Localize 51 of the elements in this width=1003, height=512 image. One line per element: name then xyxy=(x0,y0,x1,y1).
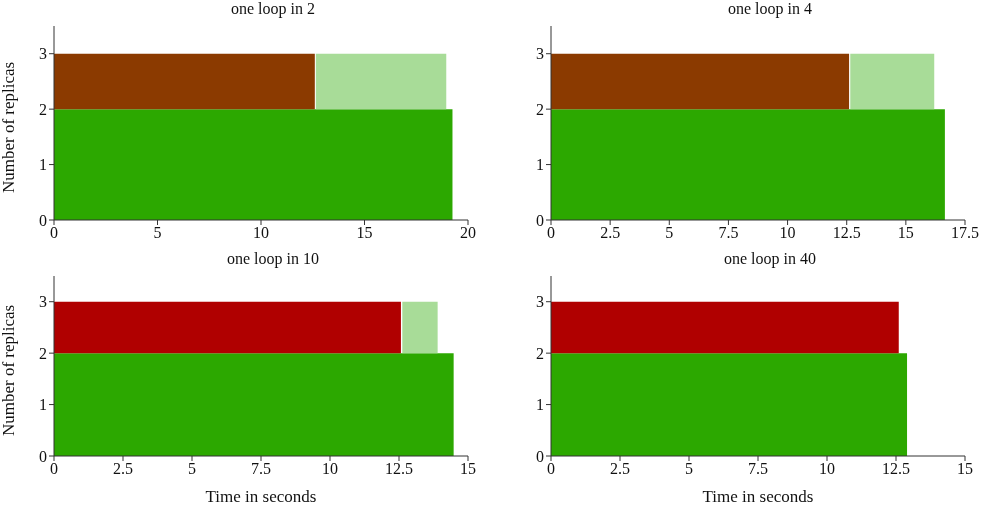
y-tick-label: 3 xyxy=(39,293,47,311)
x-tick-label: 7.5 xyxy=(748,460,768,478)
x-tick-label: 15 xyxy=(957,460,973,478)
x-axis-title: Time in seconds xyxy=(205,487,317,506)
x-tick-label: 10 xyxy=(253,224,269,242)
x-tick-label: 12.5 xyxy=(832,224,861,242)
y-axis-title: Number of replicas xyxy=(0,304,19,436)
y-tick-label: 0 xyxy=(39,211,47,229)
x-tick-label: 2.5 xyxy=(113,460,133,478)
y-tick-label: 1 xyxy=(39,156,47,174)
y-tick-label: 3 xyxy=(536,293,544,311)
y-axis-title: Number of replicas xyxy=(0,61,19,193)
x-tick-label: 5 xyxy=(188,460,196,478)
x-tick-label: 0 xyxy=(547,460,555,478)
x-tick-label: 0 xyxy=(50,460,58,478)
x-tick-label: 10 xyxy=(779,224,796,242)
y-tick-label: 0 xyxy=(536,211,544,229)
y-tick-label: 0 xyxy=(536,447,544,465)
y-tick-label: 1 xyxy=(536,396,544,414)
x-axis-title: Time in seconds xyxy=(702,487,814,506)
x-tick-label: 2.5 xyxy=(600,224,621,242)
x-tick-label: 0 xyxy=(50,224,58,242)
x-tick-label: 7.5 xyxy=(251,460,271,478)
x-tick-label: 20 xyxy=(460,224,476,242)
x-tick-label: 5 xyxy=(153,224,162,242)
chart-title: one loop in 4 xyxy=(727,0,813,20)
x-tick-label: 10 xyxy=(322,460,338,478)
x-tick-label: 15 xyxy=(460,460,476,478)
x-tick-label: 12.5 xyxy=(882,460,910,478)
chart-title: one loop in 40 xyxy=(723,250,817,270)
x-tick-label: 15 xyxy=(356,224,373,242)
y-tick-label: 2 xyxy=(536,344,544,362)
x-tick-label: 5 xyxy=(665,224,674,242)
y-tick-label: 3 xyxy=(39,45,47,63)
x-tick-label: 12.5 xyxy=(385,460,413,478)
x-tick-label: 5 xyxy=(685,460,693,478)
x-tick-label: 7.5 xyxy=(718,224,739,242)
y-tick-label: 2 xyxy=(39,344,47,362)
x-tick-label: 2.5 xyxy=(610,460,630,478)
x-tick-label: 0 xyxy=(547,224,555,242)
y-tick-label: 2 xyxy=(536,100,544,118)
x-tick-label: 15 xyxy=(897,224,914,242)
y-tick-label: 1 xyxy=(39,396,47,414)
y-tick-label: 1 xyxy=(536,156,544,174)
y-tick-label: 3 xyxy=(536,45,544,63)
chart-title: one loop in 2 xyxy=(230,0,316,20)
chart-title: one loop in 10 xyxy=(226,250,320,270)
x-tick-label: 10 xyxy=(819,460,835,478)
y-tick-label: 2 xyxy=(39,100,47,118)
x-tick-label: 17.5 xyxy=(951,224,979,242)
y-tick-label: 0 xyxy=(39,447,47,465)
